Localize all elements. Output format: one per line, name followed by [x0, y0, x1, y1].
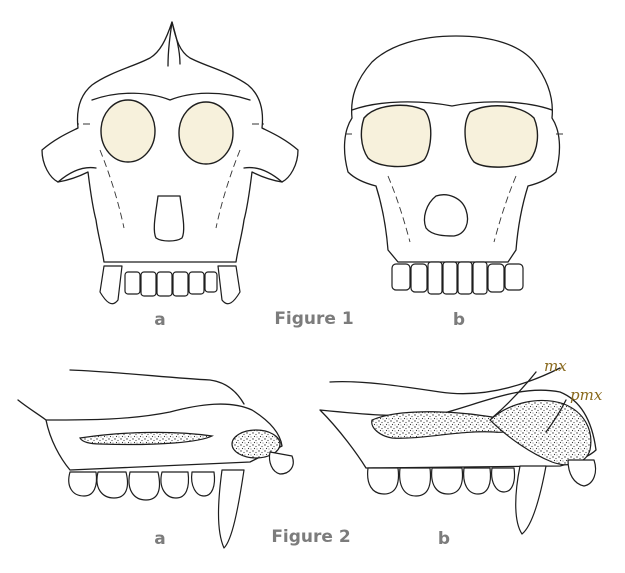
skull-contour-2a — [17, 369, 245, 421]
maxillary-bone-mx — [371, 411, 515, 439]
canine-left-1a — [99, 265, 123, 305]
canine-right-1a — [217, 265, 241, 305]
molar-2b-1 — [367, 467, 400, 495]
zygomatic-left — [57, 166, 97, 183]
canine-2a — [217, 469, 245, 549]
skull-1b — [342, 35, 566, 295]
premaxilla-2a — [231, 429, 281, 459]
maxilla-2a — [17, 369, 294, 549]
incisor-2a — [268, 451, 294, 475]
figure2-label-b: b — [438, 529, 450, 549]
sagittal-crest — [167, 21, 181, 67]
skull-1a — [41, 21, 299, 305]
molar-2a-1 — [68, 471, 98, 497]
brow-ridge — [91, 92, 251, 101]
tooth-1b-1 — [391, 263, 411, 291]
maxilla-2b — [319, 367, 597, 535]
zygomatic-right — [243, 166, 283, 183]
canine-2b — [515, 465, 547, 535]
skull-contour-2b — [329, 367, 561, 395]
molar-2b-2 — [399, 467, 432, 497]
figure2-label-a: a — [154, 529, 165, 549]
figure1-caption: Figure 1 — [274, 309, 353, 329]
brow-1b — [351, 101, 553, 111]
tooth-1b-2 — [410, 263, 428, 293]
orbit-left-1b — [360, 104, 432, 168]
incisor-2b — [567, 459, 597, 487]
premolar-2b-2 — [491, 467, 516, 493]
incisor-1a-6 — [204, 271, 218, 293]
molar-2b-3 — [431, 467, 464, 495]
suture-lines-1b — [342, 133, 566, 243]
tooth-1b-5 — [457, 261, 473, 295]
incisor-1a-4 — [172, 271, 189, 297]
premolar-2a-2 — [191, 471, 216, 497]
premolar-2b-1 — [463, 467, 492, 495]
pmx-leader — [545, 399, 567, 433]
tooth-1b-8 — [504, 263, 524, 291]
incisor-1a-3 — [156, 271, 173, 297]
incisor-1a-1 — [124, 271, 141, 295]
figure1-label-a: a — [154, 310, 165, 330]
tooth-1b-3 — [427, 261, 443, 295]
nasal-aperture-1b — [423, 194, 469, 237]
annotation-mx: mx — [544, 357, 567, 375]
orbit-left-1a — [100, 99, 156, 163]
orbit-right-1a — [178, 101, 234, 165]
tooth-1b-6 — [472, 261, 488, 295]
molar-2a-2 — [96, 471, 129, 499]
nasal-aperture-1a — [153, 195, 185, 242]
premolar-2a-1 — [160, 471, 190, 499]
tooth-1b-4 — [442, 261, 458, 295]
skull-1b-outline — [343, 35, 561, 263]
orbit-right-1b — [464, 105, 539, 168]
tooth-1b-7 — [487, 263, 505, 293]
skull-1a-outline — [41, 21, 299, 263]
annotation-pmx: pmx — [570, 386, 603, 404]
mx-leader — [491, 371, 537, 419]
incisor-1a-2 — [140, 271, 157, 297]
maxillary-bone-strip-2a — [79, 431, 214, 446]
premaxilla-pmx — [489, 399, 592, 466]
incisor-1a-5 — [188, 271, 205, 295]
molar-2a-3 — [128, 471, 161, 501]
figure2-caption: Figure 2 — [271, 527, 350, 547]
figure1-label-b: b — [453, 310, 465, 330]
